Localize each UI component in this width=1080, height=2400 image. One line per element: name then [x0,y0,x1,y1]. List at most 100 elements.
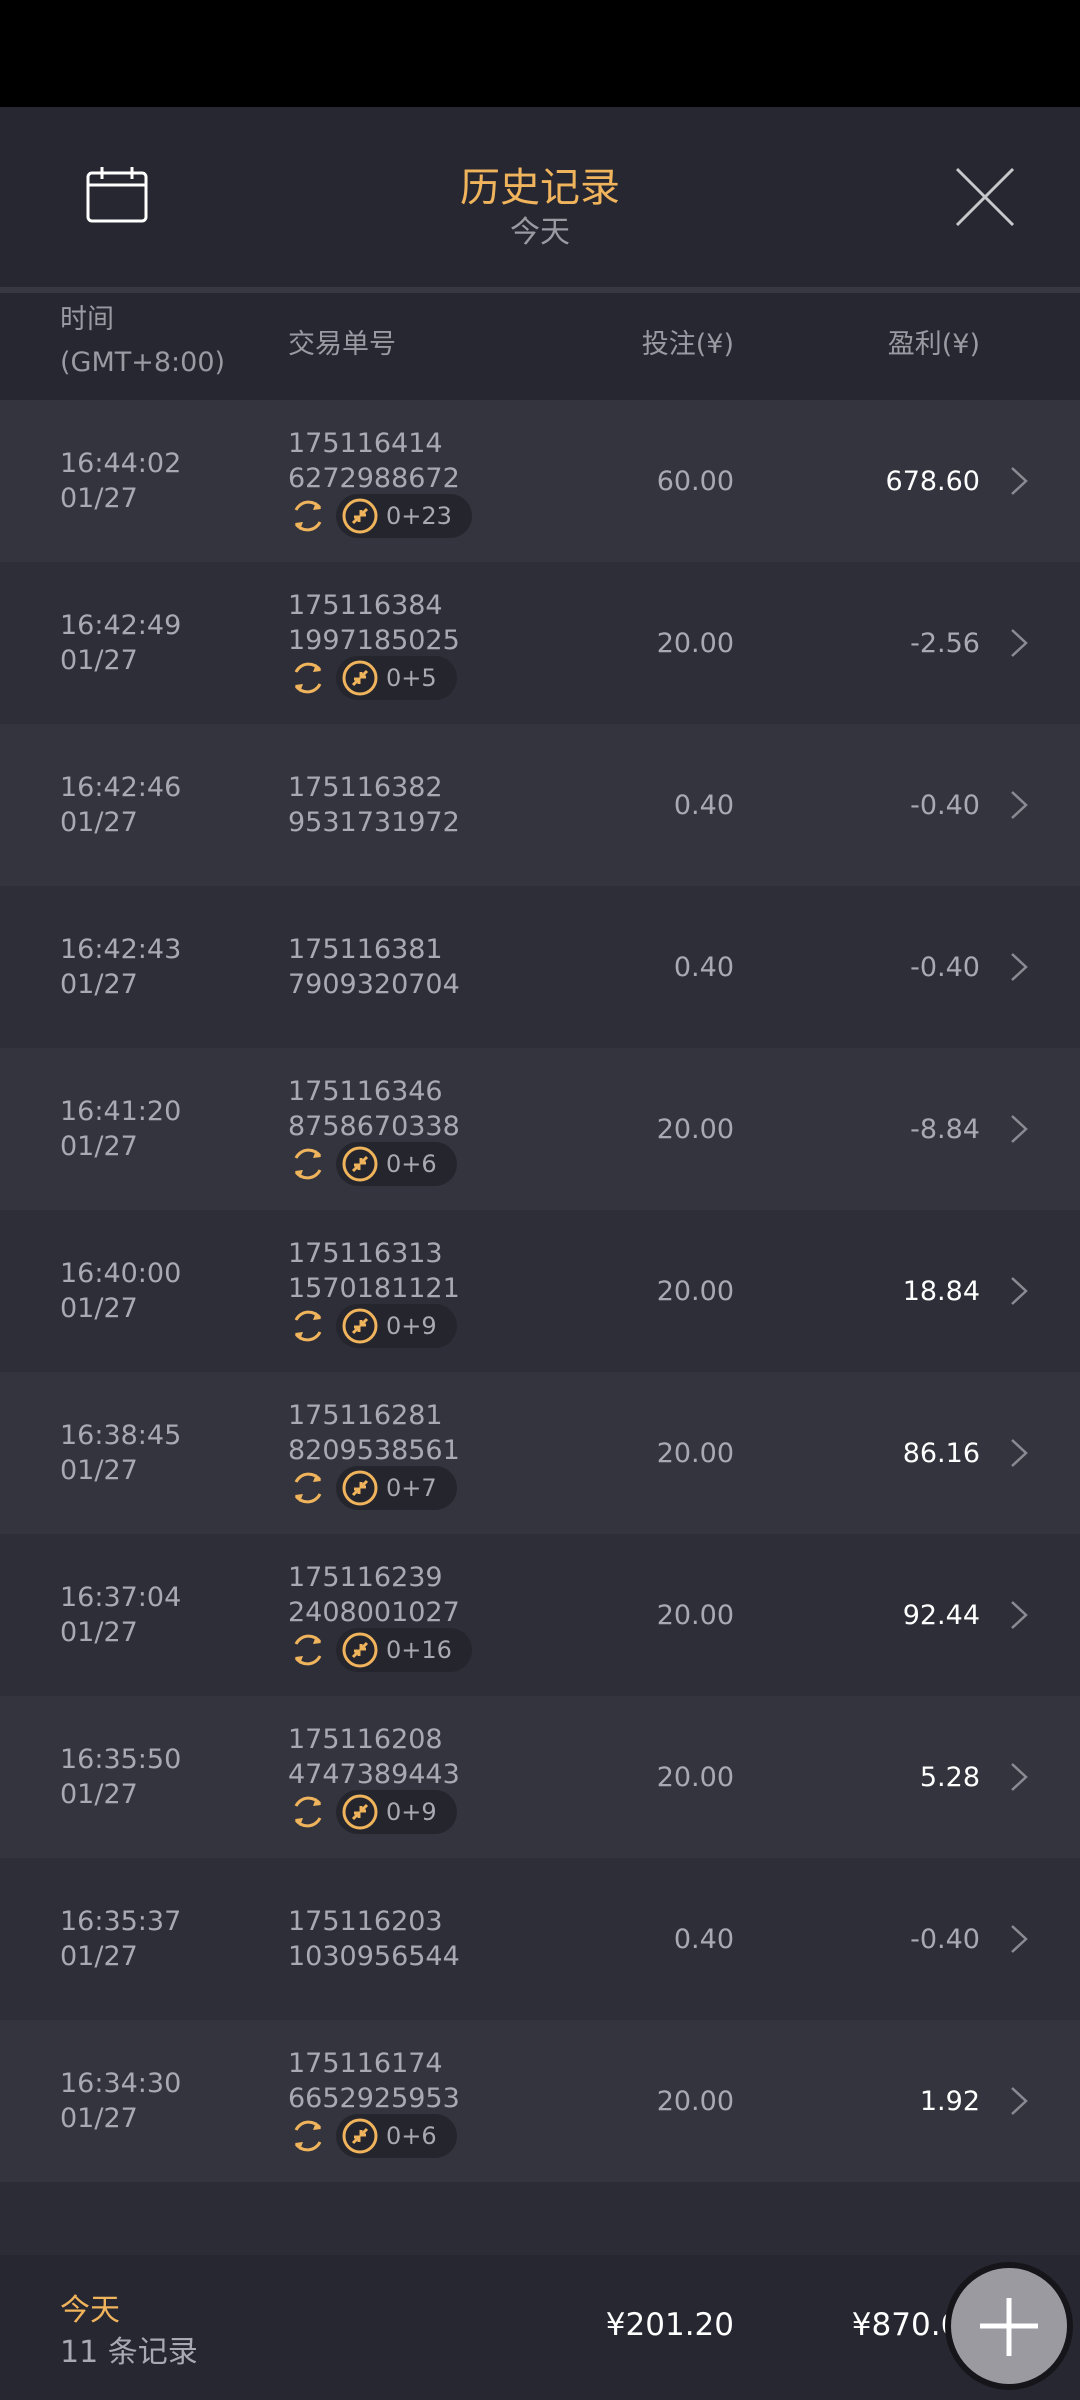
collapse-icon [342,1308,378,1344]
table-row[interactable]: 16:44:02 01/27 175116414 6272988672 0+23 60.0… [0,400,1080,562]
add-button[interactable] [945,2262,1073,2390]
row-order: 175116174 6652925953 [288,2046,460,2116]
row-stake: 0.40 [673,1924,734,1955]
summary-footer: 今天 11 条记录 ¥201.20 ¥870.64 [0,2255,1080,2400]
row-stake: 20.00 [656,1762,734,1793]
row-stake: 20.00 [656,1600,734,1631]
row-time: 16:38:45 01/27 [60,1418,181,1488]
status-bar [0,0,1080,107]
row-profit: -0.40 [910,952,980,983]
badge-text: 0+6 [386,1150,437,1178]
refresh-icon [294,2120,322,2152]
chevron-right-icon[interactable] [1010,628,1028,658]
footer-total-stake: ¥201.20 [605,2307,734,2343]
row-badges: 0+16 [288,1628,472,1672]
refresh-icon [294,1796,322,1828]
collapse-icon [342,1470,378,1506]
row-stake: 20.00 [656,1276,734,1307]
refresh-icon [294,1472,322,1504]
column-timezone: (GMT+8:00) [60,347,226,378]
header: 历史记录 今天 [0,107,1080,287]
chevron-right-icon[interactable] [1010,1600,1028,1630]
row-stake: 60.00 [656,466,734,497]
close-icon[interactable] [955,167,1015,227]
row-time: 16:42:43 01/27 [60,932,181,1002]
table-row[interactable]: 16:38:45 01/27 175116281 8209538561 0+7 20.00… [0,1372,1080,1534]
badge-pill: 0+9 [336,1790,457,1834]
order-line-2: 7909320704 [288,969,460,1000]
column-profit: 盈利(¥) [887,329,980,360]
date-value: 01/27 [60,1131,138,1162]
table-row[interactable]: 16:42:43 01/27 175116381 7909320704 0.40 -0.4… [0,886,1080,1048]
order-line-2: 6652925953 [288,2083,460,2114]
refresh-icon [294,1310,322,1342]
order-line-1: 175116313 [288,1238,443,1269]
row-time: 16:44:02 01/27 [60,446,181,516]
calendar-icon[interactable] [86,167,148,223]
refresh-icon [294,662,322,694]
chevron-right-icon[interactable] [1010,1924,1028,1954]
row-badges: 0+6 [288,2114,457,2158]
badge-text: 0+7 [386,1474,437,1502]
badge-pill: 0+6 [336,2114,457,2158]
table-row[interactable]: 16:35:50 01/27 175116208 4747389443 0+9 20.00… [0,1696,1080,1858]
row-order: 175116384 1997185025 [288,588,460,658]
table-row[interactable]: 16:41:20 01/27 175116346 8758670338 0+6 20.00… [0,1048,1080,1210]
chevron-right-icon[interactable] [1010,952,1028,982]
row-order: 175116281 8209538561 [288,1398,460,1468]
chevron-right-icon[interactable] [1010,1276,1028,1306]
date-value: 01/27 [60,807,138,838]
order-line-2: 8758670338 [288,1111,460,1142]
row-stake: 0.40 [673,790,734,821]
order-line-1: 175116281 [288,1400,443,1431]
row-profit: 1.92 [919,2086,980,2117]
row-badges: 0+23 [288,494,472,538]
row-stake: 20.00 [656,2086,734,2117]
chevron-right-icon[interactable] [1010,1438,1028,1468]
page-subtitle[interactable]: 今天 [510,215,570,250]
time-value: 16:42:46 [60,772,182,803]
table-row[interactable]: 16:37:04 01/27 175116239 2408001027 0+16 20.0… [0,1534,1080,1696]
order-line-2: 1997185025 [288,625,460,656]
refresh-icon [294,1148,322,1180]
column-time: 时间 [60,304,114,335]
row-stake: 20.00 [656,1114,734,1145]
date-value: 01/27 [60,483,138,514]
table-row[interactable]: 16:34:30 01/27 175116174 6652925953 0+6 20.00… [0,2020,1080,2182]
row-time: 16:42:49 01/27 [60,608,181,678]
row-order: 175116381 7909320704 [288,932,460,1002]
chevron-right-icon[interactable] [1010,1114,1028,1144]
table-row[interactable]: 16:42:49 01/27 175116384 1997185025 0+5 20.00… [0,562,1080,724]
date-value: 01/27 [60,1293,138,1324]
table-row[interactable]: 16:35:37 01/27 175116203 1030956544 0.40 -0.4… [0,1858,1080,2020]
row-badges: 0+7 [288,1466,457,1510]
order-line-1: 175116208 [288,1724,443,1755]
row-profit: -0.40 [910,790,980,821]
row-badges: 0+5 [288,656,457,700]
chevron-right-icon[interactable] [1010,1762,1028,1792]
row-order: 175116313 1570181121 [288,1236,460,1306]
order-line-1: 175116384 [288,590,443,621]
time-value: 16:34:30 [60,2068,182,2099]
table-row[interactable]: 16:40:00 01/27 175116313 1570181121 0+9 20.00… [0,1210,1080,1372]
table-row[interactable]: 16:42:46 01/27 175116382 9531731972 0.40 -0.4… [0,724,1080,886]
chevron-right-icon[interactable] [1010,790,1028,820]
badge-text: 0+6 [386,2122,437,2150]
column-stake: 投注(¥) [641,329,734,360]
row-time: 16:42:46 01/27 [60,770,181,840]
row-order: 175116203 1030956544 [288,1904,460,1974]
order-line-2: 9531731972 [288,807,460,838]
divider [0,287,1080,293]
time-value: 16:42:43 [60,934,182,965]
chevron-right-icon[interactable] [1010,466,1028,496]
page-title: 历史记录 [460,165,620,211]
chevron-right-icon[interactable] [1010,2086,1028,2116]
collapse-icon [342,498,378,534]
row-profit: 92.44 [902,1600,980,1631]
row-stake: 20.00 [656,1438,734,1469]
badge-text: 0+5 [386,664,437,692]
refresh-icon [294,1634,322,1666]
order-line-2: 2408001027 [288,1597,460,1628]
row-badges: 0+9 [288,1790,457,1834]
date-value: 01/27 [60,1617,138,1648]
